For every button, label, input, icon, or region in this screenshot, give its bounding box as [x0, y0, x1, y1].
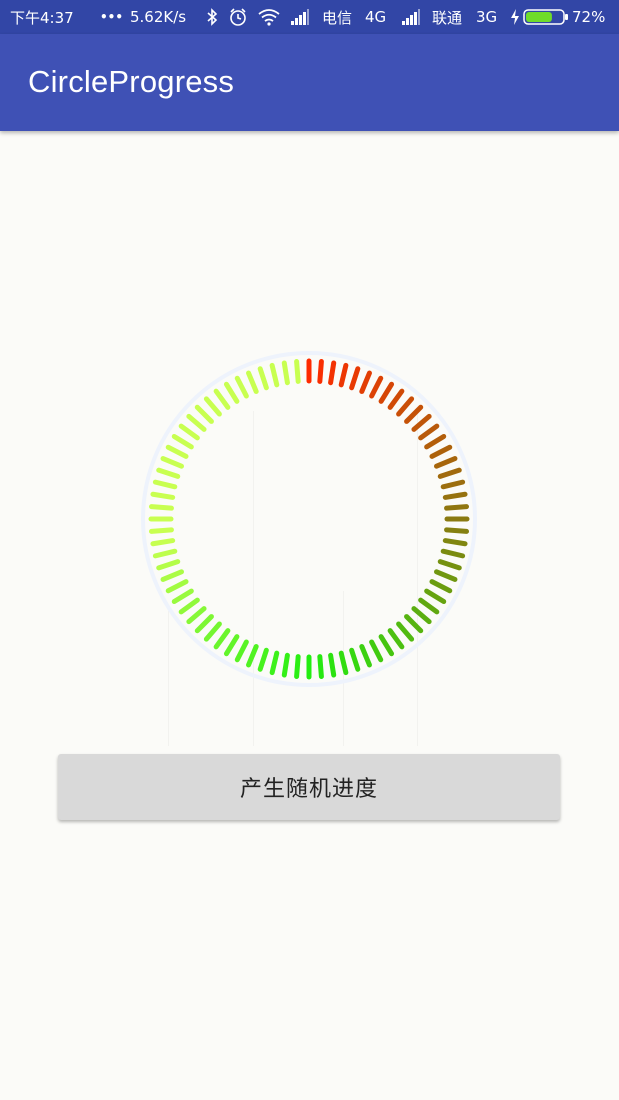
- status-bar: 下午4:37 ••• 5.62K/s 电信 4G 联通 3G 72%: [0, 0, 619, 34]
- progress-tick: [440, 548, 466, 559]
- progress-tick: [411, 413, 432, 432]
- progress-tick: [404, 614, 424, 634]
- progress-tick: [404, 404, 424, 424]
- progress-tick: [150, 491, 176, 500]
- progress-tick: [160, 456, 184, 469]
- charging-icon: [510, 0, 520, 34]
- progress-tick: [411, 606, 432, 625]
- progress-tick: [396, 621, 415, 642]
- progress-tick: [203, 621, 222, 642]
- progress-tick: [328, 652, 337, 678]
- progress-tick: [234, 639, 249, 663]
- progress-tick: [424, 433, 447, 450]
- progress-tick: [424, 588, 447, 605]
- progress-tick: [234, 375, 249, 399]
- random-progress-button[interactable]: 产生随机进度: [58, 754, 560, 820]
- wifi-icon: [257, 0, 281, 34]
- progress-tick: [165, 579, 189, 594]
- progress-tick: [281, 652, 290, 678]
- progress-tick: [317, 358, 324, 384]
- progress-tick: [269, 650, 280, 676]
- status-speed: 5.62K/s: [130, 8, 187, 26]
- progress-tick: [156, 559, 181, 571]
- bluetooth-icon: [205, 0, 219, 34]
- progress-tick: [418, 597, 440, 615]
- progress-tick: [269, 362, 280, 388]
- progress-tick: [257, 366, 269, 391]
- progress-tick: [178, 597, 200, 615]
- progress-tick: [213, 628, 231, 650]
- progress-tick: [223, 634, 240, 657]
- progress-tick: [294, 358, 301, 384]
- network2-label: 3G: [476, 8, 498, 26]
- alarm-icon: [228, 0, 248, 34]
- progress-tick: [359, 644, 372, 668]
- progress-tick: [349, 366, 361, 391]
- progress-tick: [349, 647, 361, 672]
- progress-tick: [442, 491, 468, 500]
- network1-label: 4G: [365, 8, 387, 26]
- progress-tick: [178, 423, 200, 441]
- progress-tick: [338, 362, 349, 388]
- progress-tick: [150, 538, 176, 547]
- progress-tick: [387, 388, 405, 410]
- progress-tick: [203, 396, 222, 417]
- signal-icon: [290, 0, 310, 34]
- progress-tick: [194, 404, 214, 424]
- progress-tick: [369, 639, 384, 663]
- carrier1-label: 电信: [322, 8, 353, 27]
- progress-tick: [440, 479, 466, 490]
- progress-tick: [437, 467, 462, 479]
- signal-icon: [401, 0, 421, 34]
- progress-tick: [194, 614, 214, 634]
- circle-progress-ring: [141, 351, 477, 687]
- progress-tick: [186, 606, 207, 625]
- progress-tick: [152, 479, 178, 490]
- progress-tick: [378, 634, 395, 657]
- progress-tick: [246, 644, 259, 668]
- progress-tick: [317, 654, 324, 680]
- app-bar: CircleProgress: [0, 34, 619, 131]
- progress-tick: [378, 381, 395, 404]
- progress-tick: [429, 579, 453, 594]
- carrier2-label: 联通: [432, 8, 463, 27]
- progress-tick: [328, 360, 337, 386]
- progress-tick: [156, 467, 181, 479]
- progress-tick: [434, 569, 458, 582]
- progress-tick: [338, 650, 349, 676]
- progress-tick: [186, 413, 207, 432]
- progress-tick: [444, 527, 470, 534]
- progress-tick: [437, 559, 462, 571]
- progress-tick: [434, 456, 458, 469]
- battery-icon: [523, 0, 569, 34]
- progress-tick: [165, 444, 189, 459]
- progress-tick: [148, 527, 174, 534]
- progress-tick: [223, 381, 240, 404]
- progress-tick: [387, 628, 405, 650]
- progress-tick: [444, 504, 470, 511]
- progress-tick: [418, 423, 440, 441]
- progress-tick: [369, 375, 384, 399]
- progress-tick: [152, 548, 178, 559]
- progress-tick: [171, 588, 194, 605]
- circle-progress: [140, 350, 478, 688]
- status-time: 下午4:37: [10, 8, 74, 27]
- progress-tick: [396, 396, 415, 417]
- battery-percent: 72%: [572, 8, 606, 26]
- main-content: 产生随机进度: [0, 131, 619, 1100]
- progress-tick: [246, 370, 259, 394]
- progress-tick: [171, 433, 194, 450]
- progress-tick: [148, 504, 174, 511]
- status-dots: •••: [100, 10, 124, 24]
- progress-tick: [294, 654, 301, 680]
- progress-tick: [429, 444, 453, 459]
- progress-tick: [442, 538, 468, 547]
- progress-tick: [213, 388, 231, 410]
- app-title: CircleProgress: [28, 63, 235, 99]
- progress-tick: [160, 569, 184, 582]
- progress-tick: [257, 647, 269, 672]
- progress-tick: [281, 360, 290, 386]
- progress-tick: [359, 370, 372, 394]
